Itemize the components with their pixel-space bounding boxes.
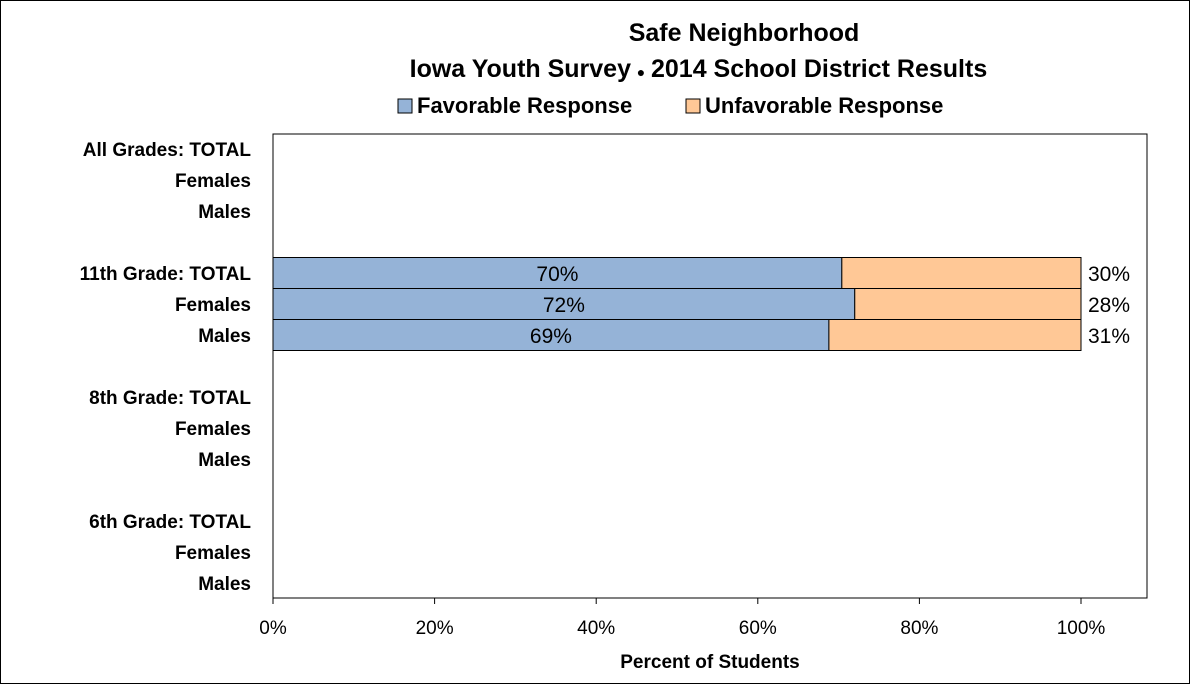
category-label: Males xyxy=(198,450,251,471)
chart-title-line-1: Safe Neighborhood xyxy=(629,19,860,47)
x-tick-label: 80% xyxy=(900,618,938,639)
chart-title-line-2a: Iowa Youth Survey xyxy=(410,55,631,83)
legend-swatch-favorable xyxy=(397,98,413,114)
plot-area xyxy=(272,133,1148,599)
x-tick-label: 60% xyxy=(739,618,777,639)
x-axis-title: Percent of Students xyxy=(620,652,799,673)
x-tick-label: 0% xyxy=(259,618,287,639)
category-labels: All Grades: TOTAL Females Males 11th Grade:… xyxy=(80,140,252,595)
bar-segment-favorable xyxy=(272,319,830,351)
legend-label-favorable: Favorable Response xyxy=(417,93,632,118)
bar-segment-favorable xyxy=(272,288,856,320)
x-axis-ticks: 0% 20% 40% 60% 80% 100% xyxy=(259,598,1105,639)
category-label: Females xyxy=(175,543,251,564)
data-label: 30% xyxy=(1088,263,1130,286)
category-label: All Grades: TOTAL xyxy=(83,140,252,161)
bar-segment-favorable xyxy=(272,257,843,289)
legend-label-unfavorable: Unfavorable Response xyxy=(705,93,943,118)
category-label: Females xyxy=(175,171,251,192)
category-label: 6th Grade: TOTAL xyxy=(89,512,251,533)
legend-swatch-unfavorable xyxy=(685,98,701,114)
x-tick-label: 100% xyxy=(1057,618,1106,639)
bar-segment-unfavorable xyxy=(841,257,1082,289)
category-label: Males xyxy=(198,574,251,595)
x-tick-label: 40% xyxy=(577,618,615,639)
data-label: 70% xyxy=(536,263,578,286)
category-label: Males xyxy=(198,202,251,223)
data-label: 31% xyxy=(1088,325,1130,348)
chart-title-separator: ● xyxy=(637,64,645,80)
x-tick-label: 20% xyxy=(416,618,454,639)
bar-segment-unfavorable xyxy=(828,319,1082,351)
category-label: Females xyxy=(175,295,251,316)
bar-segment-unfavorable xyxy=(854,288,1082,320)
data-label: 72% xyxy=(543,294,585,317)
category-label: 11th Grade: TOTAL xyxy=(80,264,252,285)
category-label: Males xyxy=(198,326,251,347)
data-label: 28% xyxy=(1088,294,1130,317)
category-label: Females xyxy=(175,419,251,440)
chart-title-line-2b: 2014 School District Results xyxy=(651,55,987,83)
category-label: 8th Grade: TOTAL xyxy=(89,388,251,409)
data-label: 69% xyxy=(530,325,572,348)
bars: 70% 30% 72% 28% 69% 31% xyxy=(272,257,1130,351)
